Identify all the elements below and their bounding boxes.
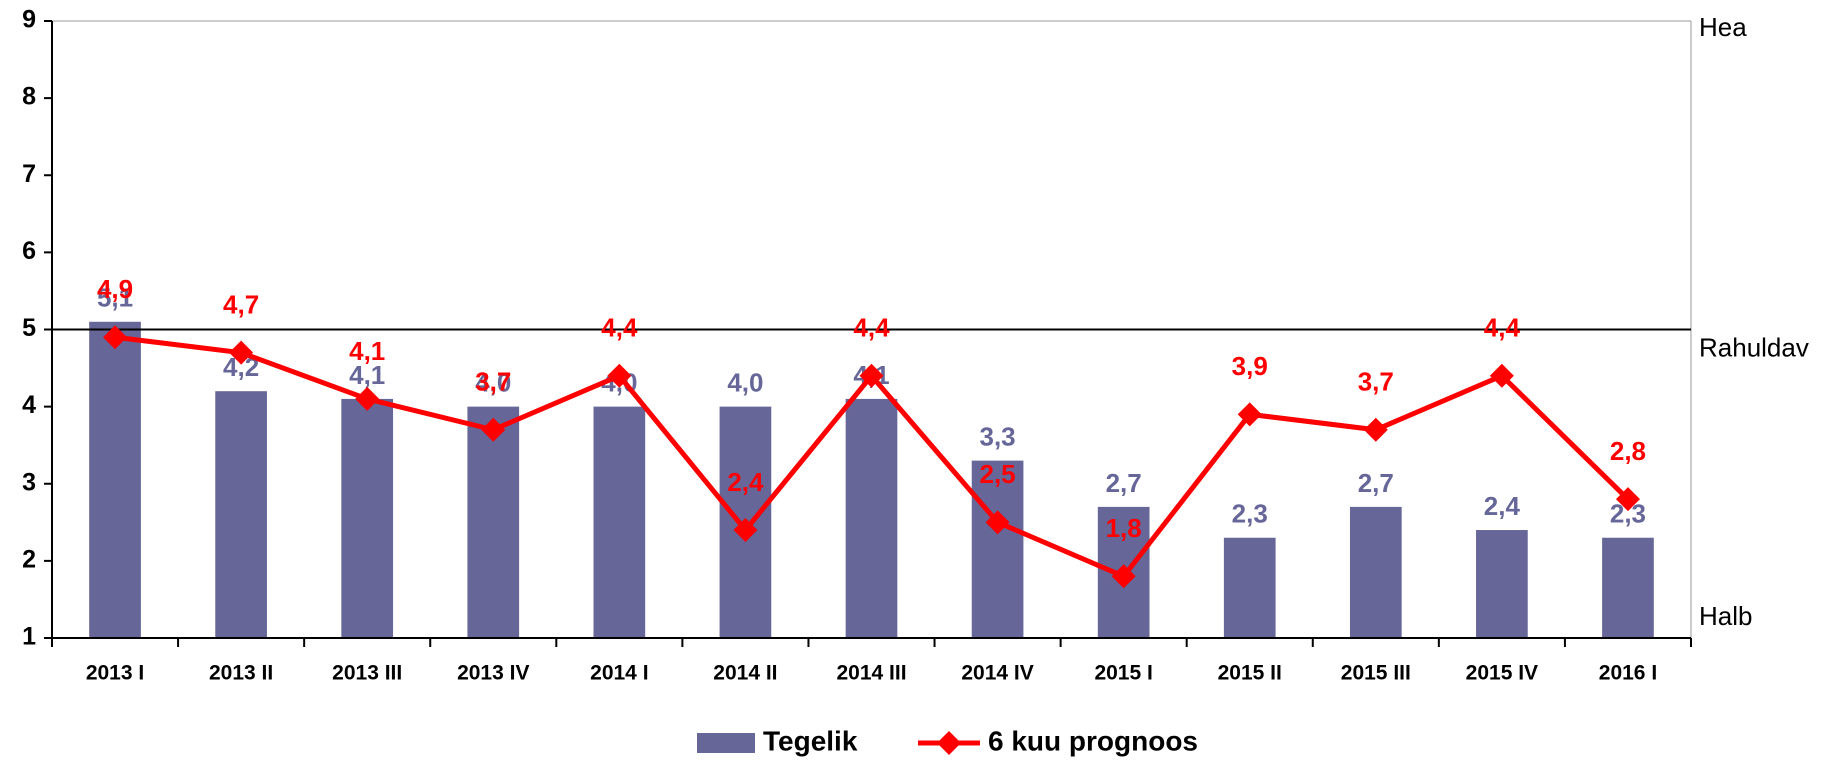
bar-value-label: 2,4	[1484, 491, 1521, 521]
x-tick-label: 2013 III	[332, 662, 402, 685]
forecast-marker	[1111, 564, 1136, 589]
x-tick-label: 2014 IV	[961, 662, 1033, 685]
x-tick-label: 2013 II	[209, 662, 273, 685]
x-tick-label: 2015 IV	[1466, 662, 1538, 685]
line-value-label: 4,4	[601, 313, 638, 343]
y-tick-label: 7	[22, 160, 36, 188]
legend-swatch	[697, 733, 755, 753]
bar-value-label: 4,1	[349, 360, 385, 390]
line-value-label: 4,4	[1484, 313, 1521, 343]
y-tick-label: 8	[22, 83, 36, 111]
y-tick-label: 6	[22, 237, 36, 265]
line-value-label: 4,7	[223, 290, 259, 320]
legend-label: Tegelik	[763, 725, 858, 756]
x-tick-label: 2014 I	[590, 662, 648, 685]
y-tick-label: 1	[22, 623, 36, 651]
line-value-label: 3,9	[1232, 351, 1268, 381]
forecast-marker	[355, 386, 380, 411]
line-value-label: 4,1	[349, 336, 385, 366]
bar	[89, 321, 141, 638]
line-value-label: 4,4	[853, 313, 890, 343]
bar	[1223, 537, 1276, 638]
bar	[1476, 530, 1528, 638]
annotation: Rahuldav	[1699, 332, 1809, 362]
y-tick-label: 5	[22, 314, 36, 342]
legend-marker	[937, 731, 961, 755]
forecast-marker	[1615, 487, 1640, 512]
bar	[467, 406, 520, 638]
forecast-marker	[1363, 417, 1388, 442]
legend-label: 6 kuu prognoos	[988, 725, 1198, 756]
forecast-marker	[733, 518, 758, 543]
x-tick-label: 2015 III	[1341, 662, 1411, 685]
forecast-marker	[481, 417, 506, 442]
y-tick-label: 3	[22, 468, 36, 496]
forecast-marker	[1489, 363, 1514, 388]
bar	[215, 391, 267, 638]
line-value-label: 2,4	[727, 467, 764, 497]
x-tick-label: 2015 II	[1218, 662, 1282, 685]
forecast-marker	[985, 510, 1010, 535]
line-value-label: 2,5	[979, 459, 1015, 489]
forecast-marker	[1237, 402, 1262, 427]
bar	[341, 398, 394, 638]
line-value-label: 1,8	[1106, 513, 1142, 543]
bar-value-label: 2,7	[1106, 468, 1142, 498]
bar	[1602, 537, 1654, 638]
x-tick-label: 2014 III	[836, 662, 906, 685]
y-tick-label: 9	[22, 6, 36, 34]
forecast-marker	[103, 325, 128, 350]
bar	[845, 398, 898, 638]
y-tick-label: 2	[22, 545, 36, 573]
x-tick-label: 2013 IV	[457, 662, 529, 685]
bar-value-label: 2,7	[1358, 468, 1394, 498]
y-tick-label: 4	[22, 391, 36, 419]
bar	[971, 460, 1024, 638]
annotation: Halb	[1699, 601, 1752, 631]
bar-value-label: 4,0	[727, 368, 763, 398]
line-value-label: 3,7	[475, 367, 511, 397]
bar-value-label: 2,3	[1232, 499, 1268, 529]
x-tick-label: 2015 I	[1094, 662, 1152, 685]
forecast-marker	[859, 363, 884, 388]
bar	[593, 406, 646, 638]
x-tick-label: 2013 I	[86, 662, 144, 685]
forecast-marker	[607, 363, 632, 388]
bar-value-label: 3,3	[979, 421, 1015, 451]
line-value-label: 2,8	[1610, 436, 1646, 466]
x-tick-label: 2016 I	[1599, 662, 1657, 685]
x-tick-label: 2014 II	[713, 662, 777, 685]
bar	[1349, 506, 1402, 638]
annotation: Hea	[1699, 12, 1747, 42]
line-value-label: 3,7	[1358, 367, 1394, 397]
bar-value-label: 5,1	[97, 283, 133, 313]
forecast-marker	[229, 340, 254, 365]
line-value-label: 4,9	[97, 274, 133, 304]
bar-value-label: 4,0	[475, 368, 511, 398]
